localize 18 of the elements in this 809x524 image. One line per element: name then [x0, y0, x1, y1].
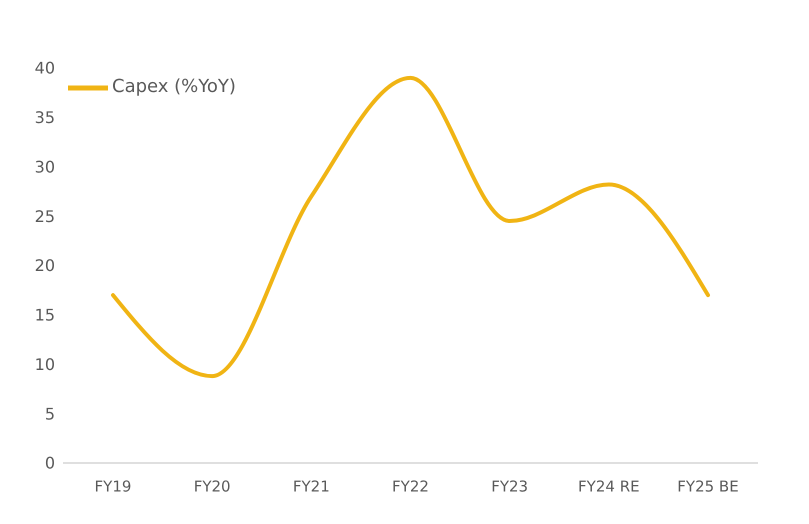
y-tick-label: 15 — [34, 306, 55, 325]
legend-label: Capex (%YoY) — [112, 76, 236, 98]
x-tick-label: FY25 BE — [677, 478, 739, 496]
y-tick-label: 35 — [34, 108, 55, 128]
line-series — [111, 76, 710, 378]
y-tick-label: 5 — [44, 404, 55, 424]
y-tick-label: 20 — [34, 256, 55, 276]
x-tick-label: FY22 — [392, 478, 429, 496]
x-tick-label: FY19 — [94, 478, 132, 496]
x-tick-label: FY20 — [194, 478, 231, 496]
y-tick-label: 30 — [34, 157, 55, 176]
y-tick-label: 0 — [44, 454, 55, 473]
x-tick-label: FY21 — [292, 478, 330, 496]
x-tick-label: FY23 — [491, 478, 528, 496]
y-tick-label: 25 — [34, 206, 55, 226]
y-tick-label: 40 — [34, 58, 55, 78]
x-tick-label: FY24 RE — [578, 478, 640, 496]
y-tick-label: 10 — [34, 354, 55, 374]
